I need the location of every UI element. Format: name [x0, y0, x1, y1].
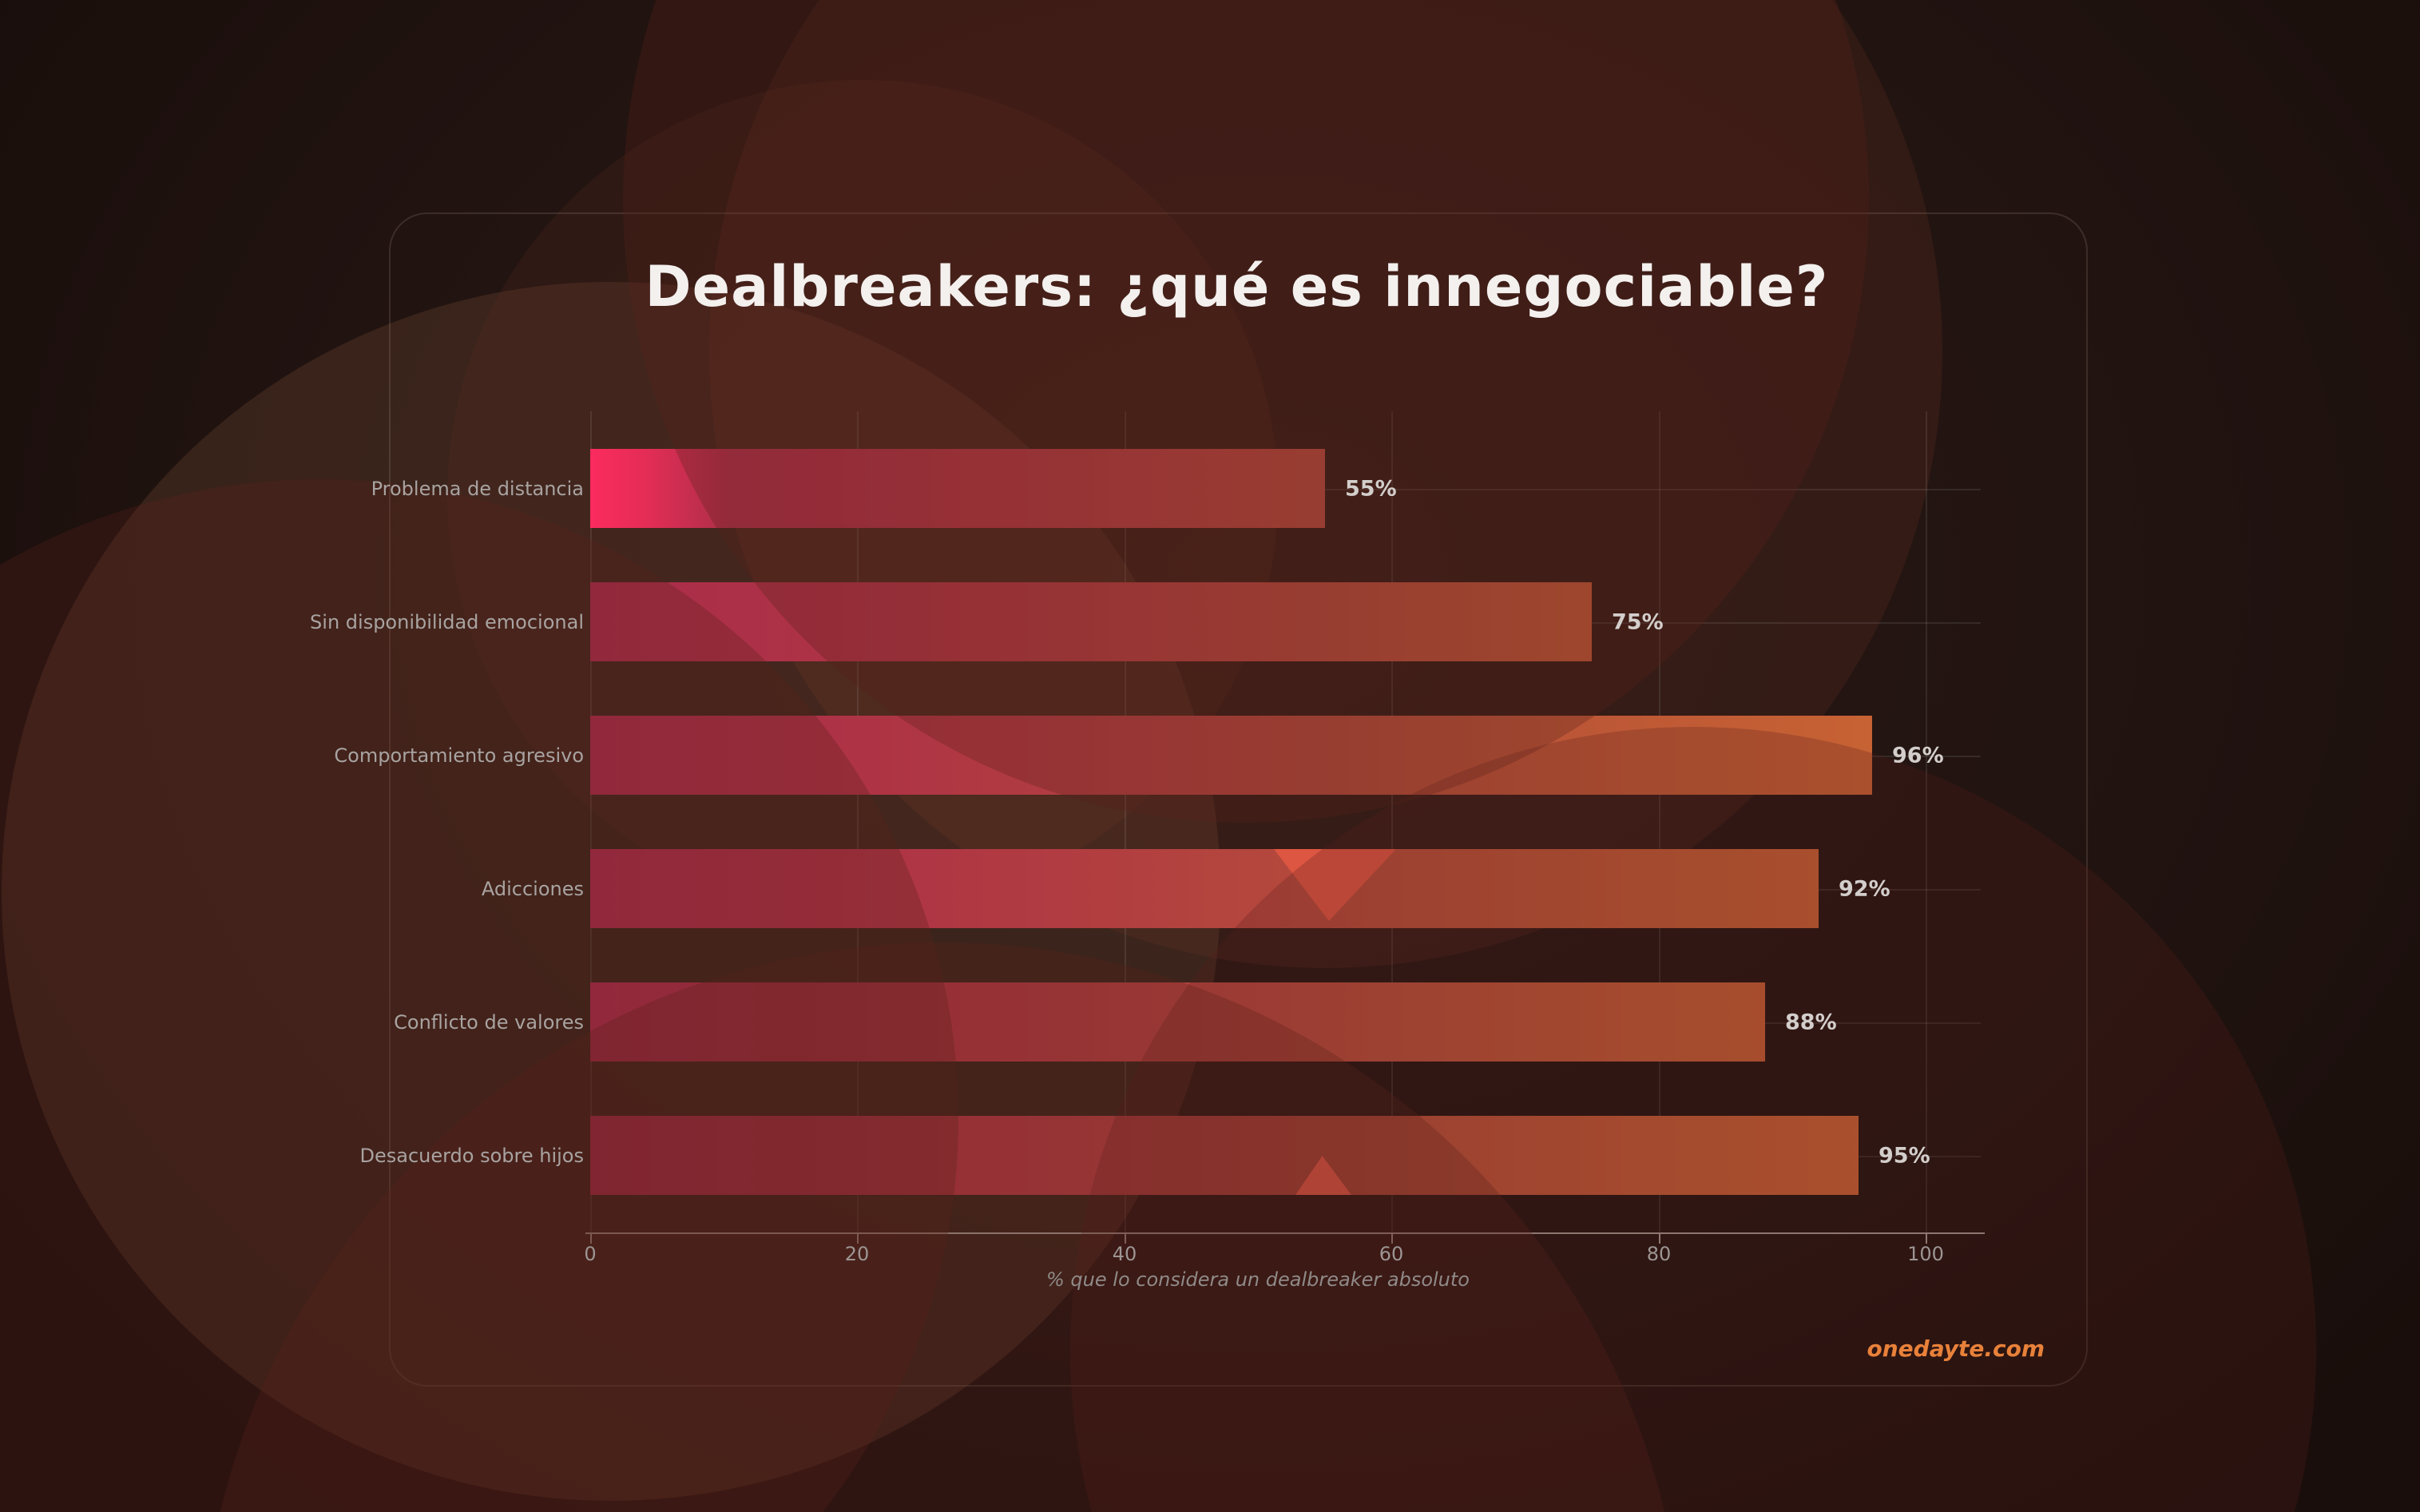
chart-title: Dealbreakers: ¿qué es innegociable? [645, 254, 1829, 319]
value-label: 55% [1345, 476, 1397, 501]
x-tick-label: 60 [1379, 1243, 1404, 1265]
x-gridline [1125, 411, 1126, 1234]
bar-2 [590, 582, 1592, 661]
x-gridline [590, 411, 592, 1234]
x-tick-mark [1659, 1234, 1660, 1244]
x-gridline [1659, 411, 1660, 1234]
x-tick-label: 20 [844, 1243, 870, 1265]
value-label: 95% [1878, 1143, 1930, 1168]
category-label: Comportamiento agresivo [334, 744, 584, 767]
x-tick-mark [590, 1234, 592, 1244]
x-gridline [1926, 411, 1927, 1234]
x-tick-mark [1125, 1234, 1126, 1244]
bar-5 [590, 982, 1765, 1062]
bar-6 [590, 1116, 1859, 1195]
x-tick-mark [857, 1234, 859, 1244]
watermark-link[interactable]: onedayte.com [1867, 1335, 2045, 1362]
x-tick-label: 40 [1112, 1243, 1137, 1265]
x-axis-label: % que lo considera un dealbreaker absolu… [1046, 1268, 1470, 1291]
x-axis-line [585, 1232, 1985, 1234]
bar-1 [590, 449, 1325, 528]
x-tick-mark [1926, 1234, 1927, 1244]
plot-area [585, 411, 1985, 1244]
x-tick-label: 80 [1646, 1243, 1672, 1265]
category-label: Desacuerdo sobre hijos [359, 1144, 584, 1167]
x-tick-label: 100 [1907, 1243, 1944, 1265]
bar-gradient-highlight [590, 449, 730, 528]
category-label: Conflicto de valores [394, 1010, 584, 1034]
bar-3 [590, 716, 1872, 795]
value-label: 96% [1892, 743, 1944, 768]
value-label: 88% [1785, 1010, 1837, 1034]
chart-card [389, 212, 2088, 1387]
bar-4 [590, 849, 1819, 928]
x-tick-label: 0 [584, 1243, 597, 1265]
x-gridline [857, 411, 859, 1234]
category-label: Problema de distancia [371, 477, 584, 500]
value-label: 92% [1839, 876, 1890, 901]
category-label: Sin disponibilidad emocional [310, 610, 584, 633]
value-label: 75% [1612, 609, 1664, 634]
category-label: Adicciones [481, 877, 584, 900]
x-tick-mark [1391, 1234, 1393, 1244]
x-gridline [1391, 411, 1393, 1234]
